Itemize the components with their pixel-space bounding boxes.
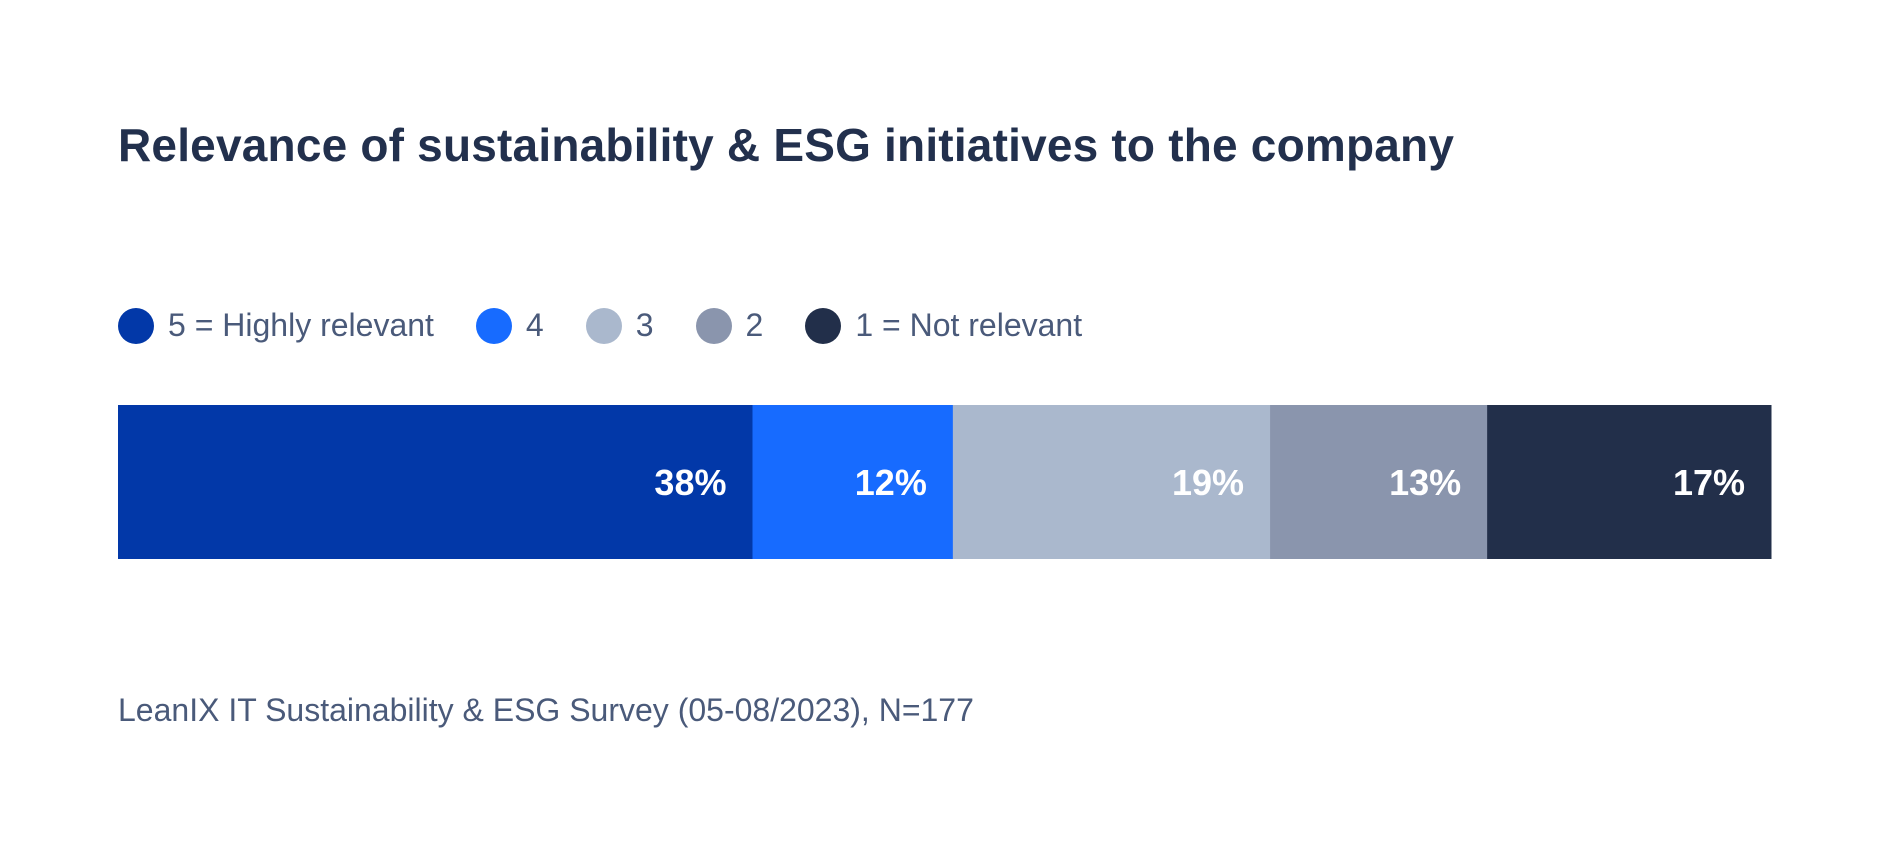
legend-swatch [118,307,154,344]
data-label: 12% [855,462,927,503]
legend-label: 2 [745,307,764,343]
chart-title: Relevance of sustainability & ESG initia… [118,119,1455,171]
data-label: 13% [1389,462,1461,503]
data-label: 19% [1172,462,1244,503]
legend-label: 1 = Not relevant [855,307,1083,343]
data-label: 17% [1673,462,1745,503]
legend-label: 4 [525,307,544,343]
legend-item: 2 [695,307,764,344]
legend-label: 3 [635,307,654,343]
legend-item: 3 [585,307,654,344]
bar-segment [952,405,1271,559]
bar-segment [1270,405,1488,559]
bar-segment [1487,405,1772,559]
data-label: 38% [654,462,726,503]
legend-swatch [585,307,622,344]
bar-segment [752,405,954,559]
bar-segment [118,405,753,559]
source-note: LeanIX IT Sustainability & ESG Survey (0… [118,692,974,728]
legend-item: 1 = Not relevant [805,307,1082,344]
legend-item: 5 = Highly relevant [118,307,434,344]
legend: 5 = Highly relevant 4 3 2 1 = Not releva… [118,307,1124,344]
legend-swatch [695,307,732,344]
legend-item: 4 [475,307,544,344]
legend-swatch [805,307,842,344]
legend-label: 5 = Highly relevant [168,307,434,343]
legend-swatch [475,307,512,344]
